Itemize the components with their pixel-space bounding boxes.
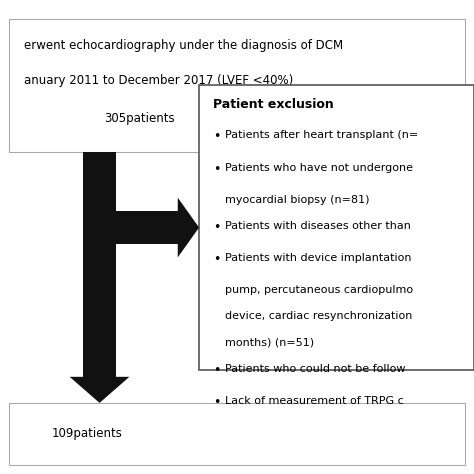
- Text: Patients with device implantation: Patients with device implantation: [225, 253, 411, 263]
- Polygon shape: [178, 198, 199, 257]
- Bar: [199, 85, 474, 370]
- Text: months) (n=51): months) (n=51): [225, 337, 314, 347]
- Bar: [9, 19, 465, 152]
- Text: 305patients: 305patients: [104, 112, 175, 125]
- Text: myocardial biopsy (n=81): myocardial biopsy (n=81): [225, 195, 370, 205]
- Text: Patients who have not undergone: Patients who have not undergone: [225, 163, 413, 173]
- Text: •: •: [213, 364, 221, 376]
- Text: 109patients: 109patients: [52, 427, 123, 440]
- Text: Patients who could not be follow: Patients who could not be follow: [225, 364, 406, 374]
- Text: •: •: [213, 130, 221, 143]
- Text: Lack of measurement of TRPG c: Lack of measurement of TRPG c: [225, 396, 404, 406]
- Text: Patients with diseases other than: Patients with diseases other than: [225, 221, 411, 231]
- Text: •: •: [213, 253, 221, 266]
- Text: device, cardiac resynchronization: device, cardiac resynchronization: [225, 311, 412, 321]
- Text: erwent echocardiography under the diagnosis of DCM: erwent echocardiography under the diagno…: [24, 38, 343, 52]
- Bar: [100, 211, 178, 244]
- Text: •: •: [213, 221, 221, 234]
- Bar: [9, 403, 465, 465]
- Text: Patients after heart transplant (n=: Patients after heart transplant (n=: [225, 130, 419, 140]
- Text: Patient exclusion: Patient exclusion: [213, 98, 334, 111]
- Text: •: •: [213, 396, 221, 409]
- Polygon shape: [70, 377, 129, 403]
- Text: anuary 2011 to December 2017 (LVEF <40%): anuary 2011 to December 2017 (LVEF <40%): [24, 74, 293, 87]
- Bar: [83, 152, 116, 377]
- Text: pump, percutaneous cardiopulmo: pump, percutaneous cardiopulmo: [225, 285, 413, 295]
- Text: •: •: [213, 163, 221, 175]
